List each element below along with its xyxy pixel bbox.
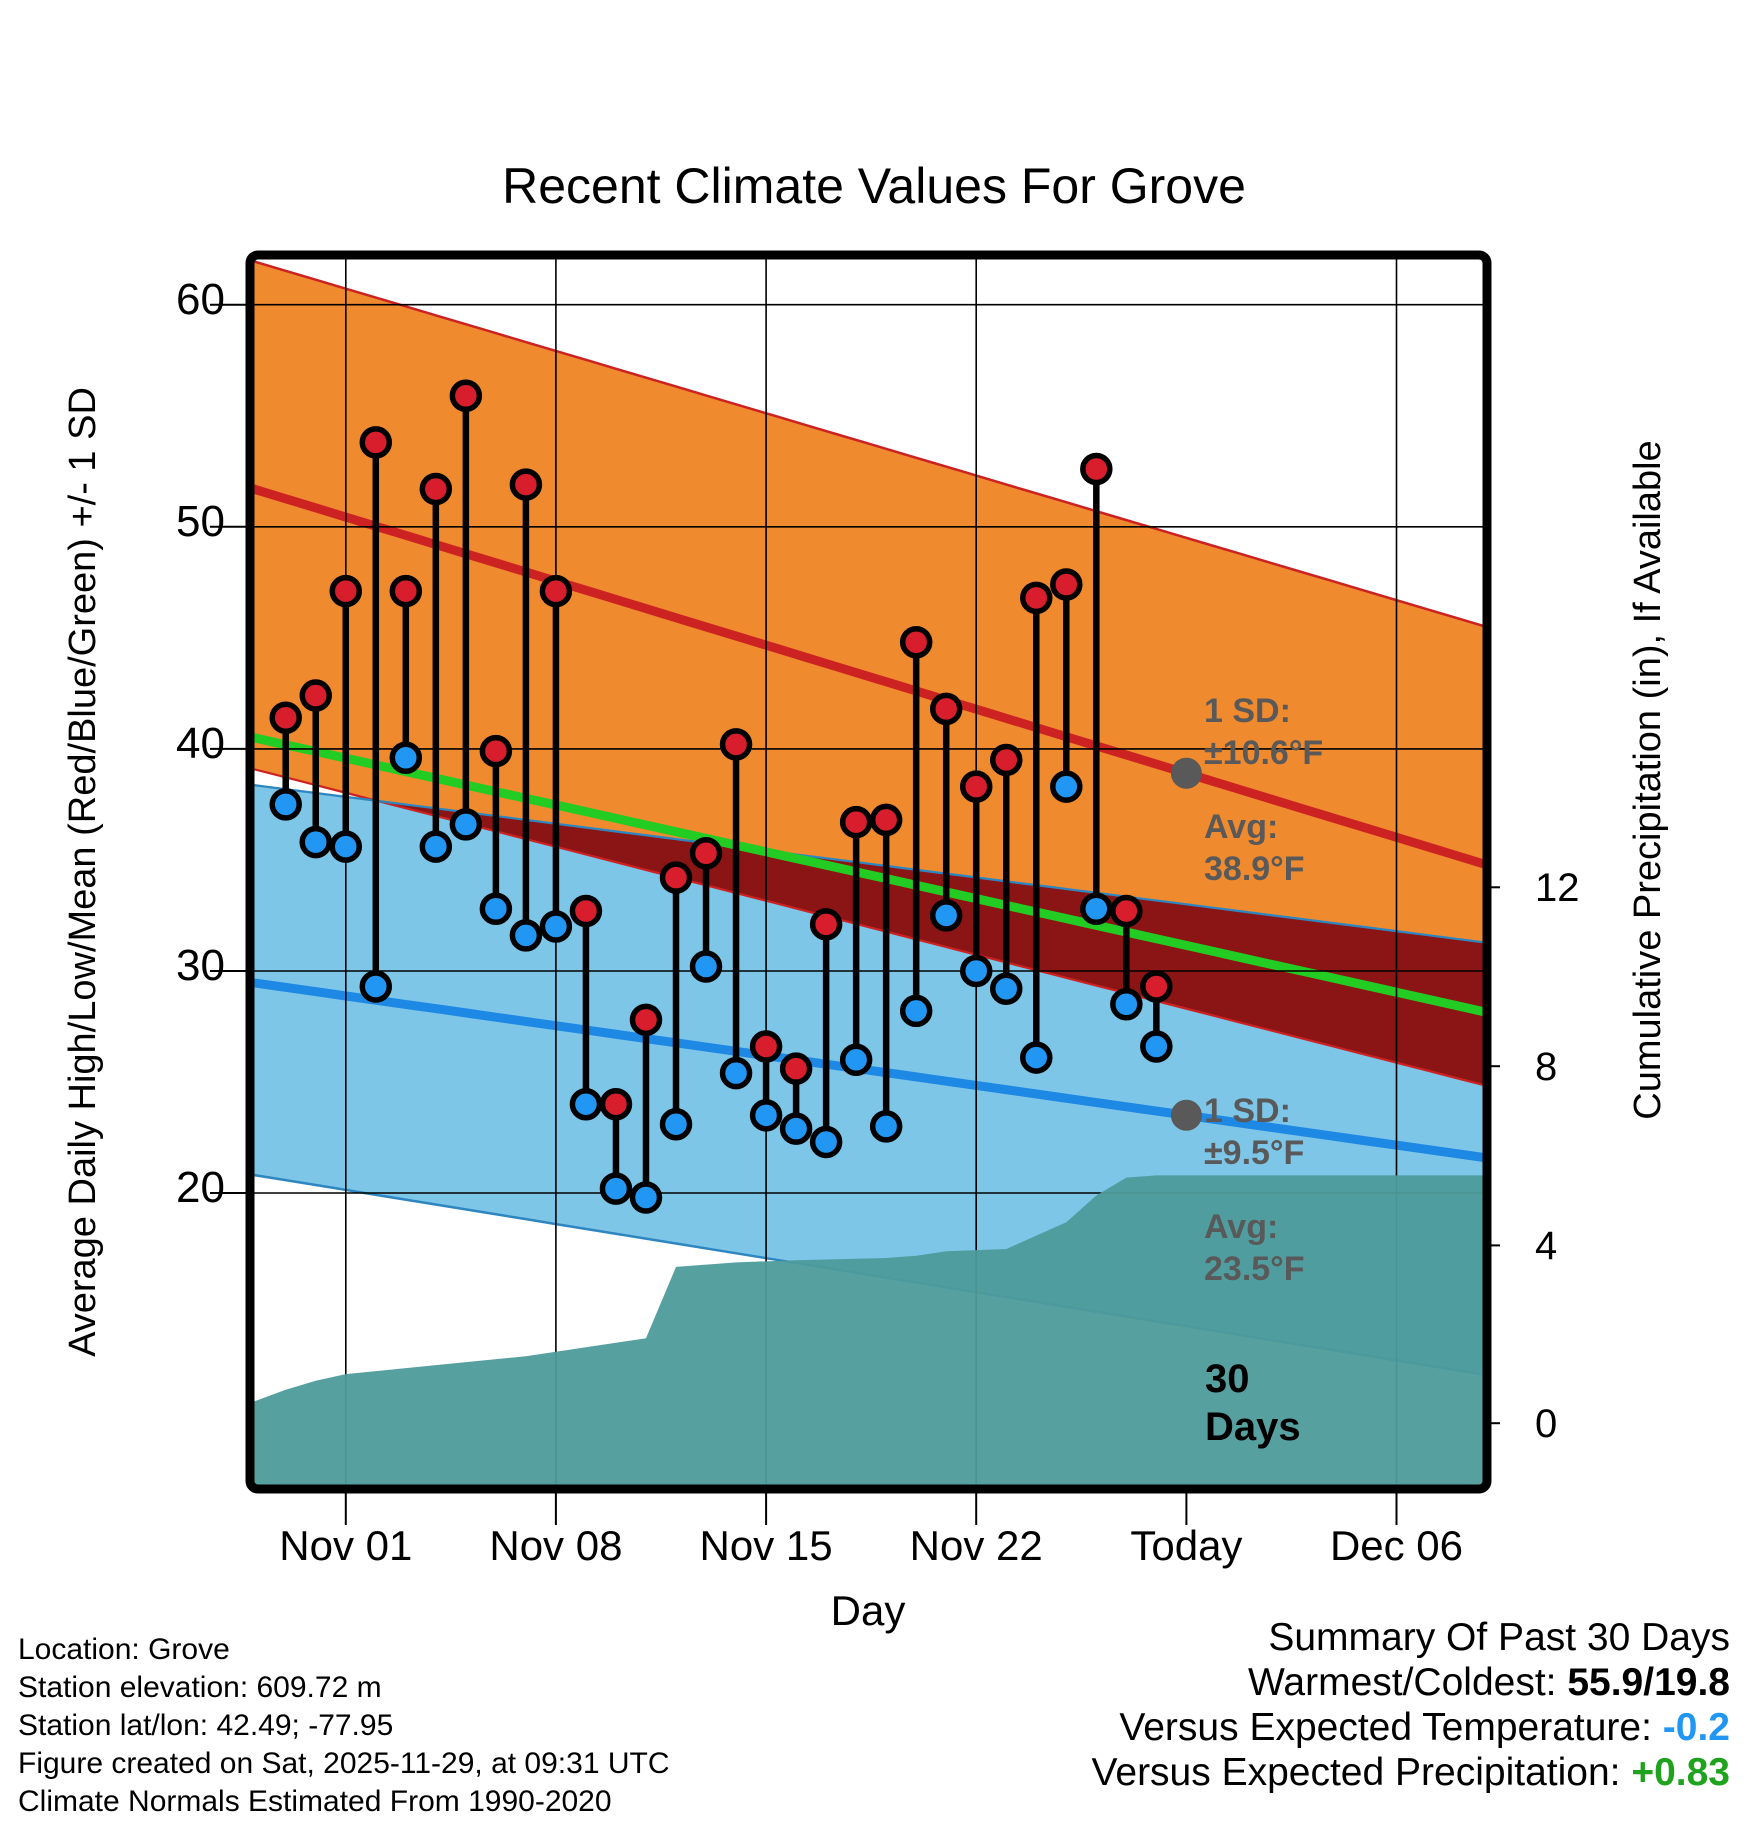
svg-text:12: 12 — [1535, 866, 1580, 910]
svg-text:Nov 15: Nov 15 — [700, 1522, 833, 1569]
svg-text:60: 60 — [176, 275, 225, 324]
svg-text:Recent Climate Values For Grov: Recent Climate Values For Grove — [502, 158, 1246, 214]
svg-text:Cumulative Precipitation (in),: Cumulative Precipitation (in), If Availa… — [1627, 440, 1669, 1119]
svg-text:Average Daily High/Low/Mean (R: Average Daily High/Low/Mean (Red/Blue/Gr… — [62, 387, 104, 1357]
svg-text:50: 50 — [176, 497, 225, 546]
svg-text:30: 30 — [176, 941, 225, 990]
svg-text:30: 30 — [1205, 1357, 1250, 1401]
svg-text:Climate Normals Estimated From: Climate Normals Estimated From 1990-2020 — [18, 1785, 612, 1818]
svg-text:0: 0 — [1535, 1402, 1557, 1446]
svg-text:Nov 08: Nov 08 — [489, 1522, 622, 1569]
svg-text:1 SD:: 1 SD: — [1204, 692, 1291, 730]
svg-text:Station lat/lon: 42.49; -77.95: Station lat/lon: 42.49; -77.95 — [18, 1709, 393, 1742]
svg-text:±9.5°F: ±9.5°F — [1204, 1134, 1304, 1172]
svg-text:Avg:: Avg: — [1204, 808, 1278, 846]
svg-text:Nov 01: Nov 01 — [279, 1522, 412, 1569]
svg-text:Versus Expected Temperature:: Versus Expected Temperature: -0.2 — [1119, 1706, 1730, 1749]
svg-text:Today: Today — [1130, 1522, 1242, 1569]
svg-text:20: 20 — [176, 1163, 225, 1212]
svg-text:4: 4 — [1535, 1224, 1557, 1268]
svg-text:23.5°F: 23.5°F — [1204, 1250, 1305, 1288]
svg-text:Nov 22: Nov 22 — [910, 1522, 1043, 1569]
svg-text:38.9°F: 38.9°F — [1204, 850, 1305, 888]
svg-text:Summary Of Past 30 Days: Summary Of Past 30 Days — [1268, 1616, 1730, 1659]
svg-text:Warmest/Coldest: 55.9/19.8: Warmest/Coldest: 55.9/19.8 — [1248, 1661, 1730, 1704]
svg-text:Avg:: Avg: — [1204, 1208, 1278, 1246]
svg-text:Location: Grove: Location: Grove — [18, 1633, 230, 1666]
svg-text:Day: Day — [831, 1587, 906, 1634]
svg-text:Station elevation: 609.72 m: Station elevation: 609.72 m — [18, 1671, 382, 1704]
svg-text:Versus Expected Precipitation:: Versus Expected Precipitation: +0.83 — [1092, 1751, 1730, 1794]
svg-text:8: 8 — [1535, 1045, 1557, 1089]
svg-text:±10.6°F: ±10.6°F — [1204, 734, 1323, 772]
svg-text:Figure created on Sat, 2025-11: Figure created on Sat, 2025-11-29, at 09… — [18, 1747, 670, 1780]
svg-text:40: 40 — [176, 719, 225, 768]
svg-text:Days: Days — [1205, 1405, 1301, 1449]
svg-text:Dec 06: Dec 06 — [1330, 1522, 1463, 1569]
svg-text:1 SD:: 1 SD: — [1204, 1092, 1291, 1130]
